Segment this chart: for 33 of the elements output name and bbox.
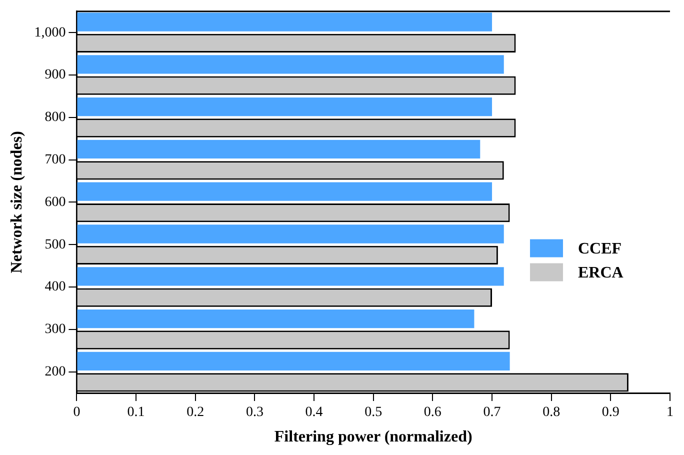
x-tick-label: 0.5 <box>364 405 382 420</box>
y-tick-label: 600 <box>44 194 66 210</box>
y-tick-label: 200 <box>44 364 66 380</box>
x-axis-title: Filtering power (normalized) <box>274 428 472 446</box>
x-tick-label: 0.8 <box>542 405 560 420</box>
bar <box>77 224 504 244</box>
x-tick-label: 0.9 <box>602 405 620 420</box>
x-tick-label: 0.7 <box>483 405 501 420</box>
x-tick-label: 0.1 <box>127 405 145 420</box>
x-tick-label: 0.2 <box>186 405 204 420</box>
legend-label: CCEF <box>578 240 622 258</box>
y-tick-label: 300 <box>44 322 66 338</box>
y-tick-label: 500 <box>44 237 66 252</box>
bar <box>77 352 510 371</box>
x-tick-label: 0 <box>73 405 80 420</box>
y-tick-label: 1,000 <box>34 25 66 40</box>
x-tick-label: 0.4 <box>305 405 323 420</box>
y-tick-label: 400 <box>44 280 66 295</box>
x-tick-label: 0.3 <box>246 405 264 420</box>
y-tick-label: 700 <box>44 152 66 168</box>
bar <box>77 267 504 286</box>
y-tick-label: 800 <box>44 110 66 126</box>
bar <box>77 182 492 201</box>
bar <box>77 97 492 116</box>
x-tick-label: 1 <box>666 405 674 420</box>
bar <box>77 12 492 32</box>
bar <box>77 55 504 74</box>
y-axis-title: Network size (nodes) <box>8 131 26 274</box>
legend-label: ERCA <box>578 264 624 282</box>
bar <box>77 309 474 328</box>
y-tick-label: 900 <box>44 68 66 83</box>
bar <box>77 140 480 159</box>
x-tick-label: 0.6 <box>424 405 442 420</box>
